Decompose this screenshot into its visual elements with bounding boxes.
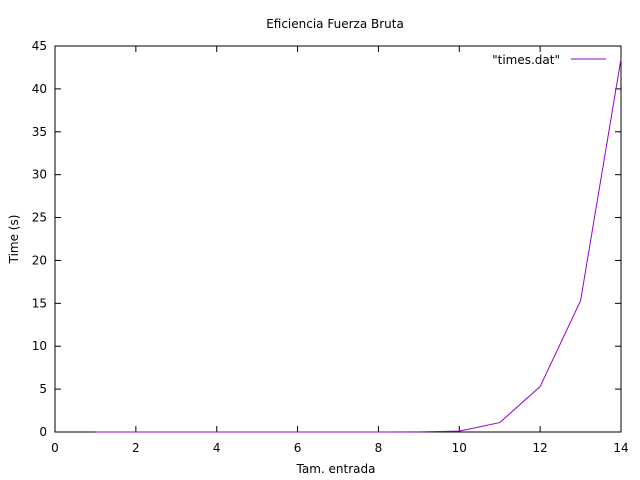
legend: "times.dat" xyxy=(492,53,606,67)
chart-title: Eficiencia Fuerza Bruta xyxy=(266,17,404,31)
series-line xyxy=(95,58,622,433)
y-tick-label: 45 xyxy=(32,39,47,53)
y-tick-label: 25 xyxy=(32,211,47,225)
y-tick-label: 20 xyxy=(32,253,47,267)
y-tick-label: 0 xyxy=(39,425,47,439)
x-tick-label: 8 xyxy=(375,441,383,455)
y-tick-label: 5 xyxy=(39,382,47,396)
y-axis-ticks: 0 5 10 15 20 25 30 35 40 45 xyxy=(32,39,621,439)
x-tick-label: 0 xyxy=(51,441,59,455)
y-tick-label: 10 xyxy=(32,339,47,353)
x-tick-label: 6 xyxy=(294,441,302,455)
y-tick-label: 40 xyxy=(32,82,47,96)
y-axis-label: Time (s) xyxy=(7,215,21,265)
y-tick-label: 15 xyxy=(32,296,47,310)
x-tick-label: 4 xyxy=(213,441,221,455)
legend-entry-label: "times.dat" xyxy=(492,53,560,67)
y-tick-label: 30 xyxy=(32,168,47,182)
x-tick-label: 2 xyxy=(132,441,140,455)
series-layer xyxy=(95,58,622,433)
x-axis-ticks: 0 2 4 6 8 10 12 14 xyxy=(51,46,629,455)
x-tick-label: 10 xyxy=(452,441,467,455)
x-tick-label: 14 xyxy=(613,441,628,455)
x-tick-label: 12 xyxy=(533,441,548,455)
y-tick-label: 35 xyxy=(32,125,47,139)
x-axis-label: Tam. entrada xyxy=(296,462,376,476)
plot-frame xyxy=(54,45,622,433)
